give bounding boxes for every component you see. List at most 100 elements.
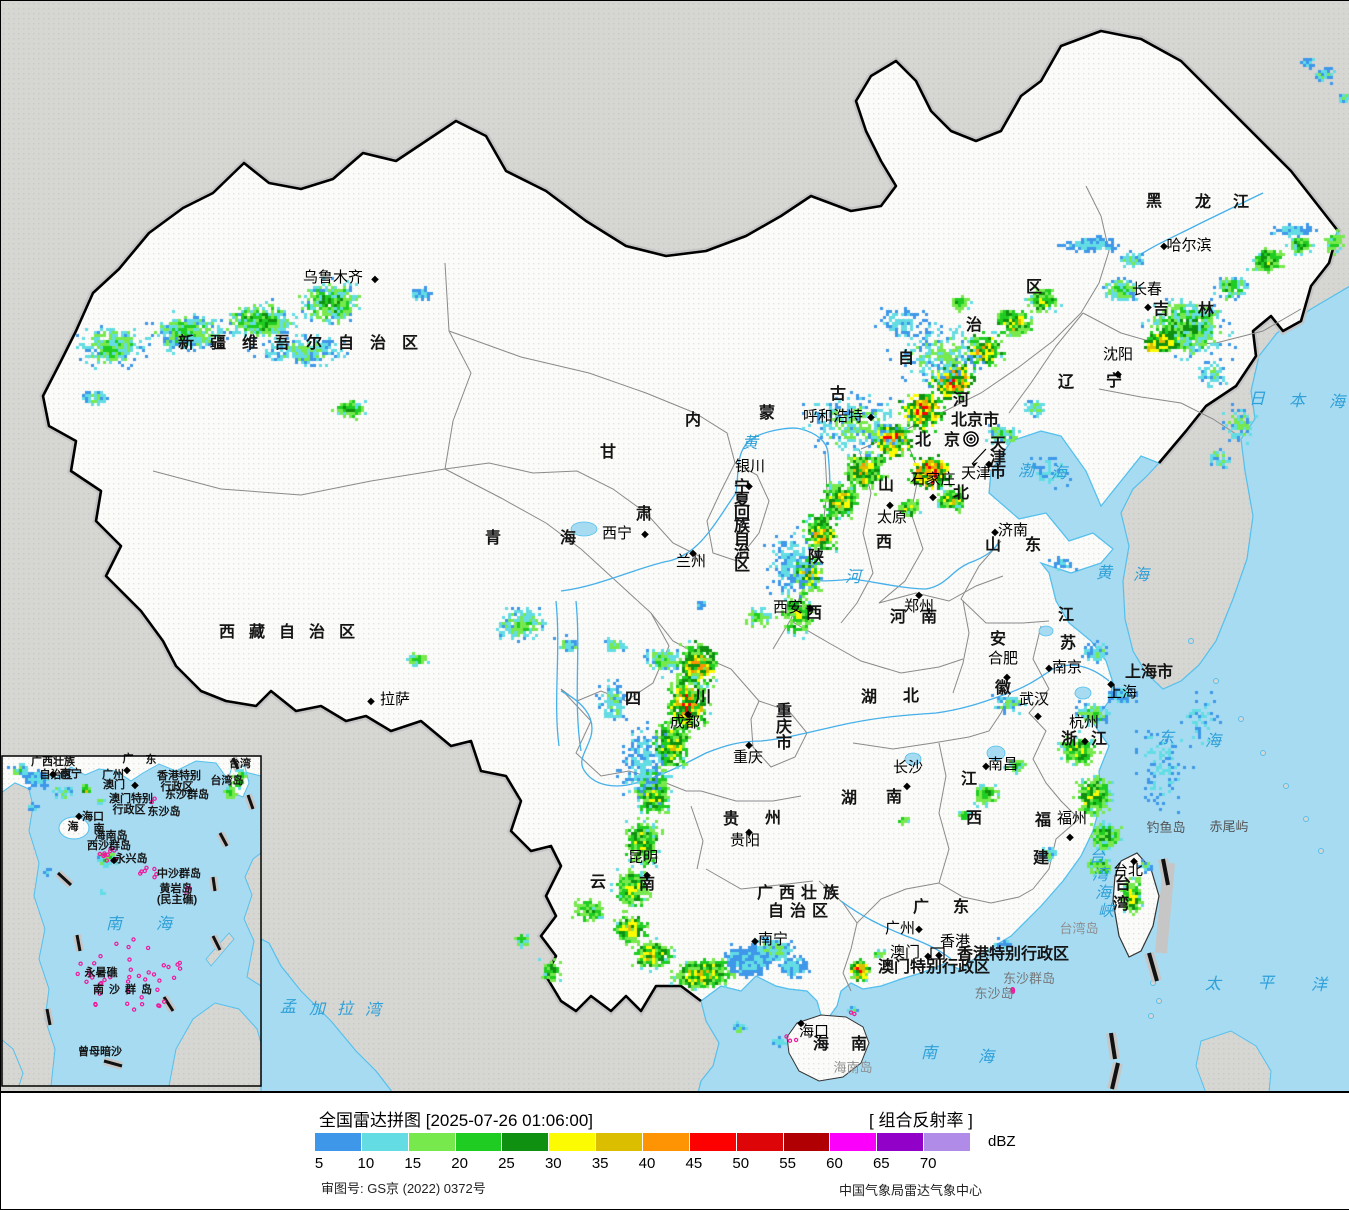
reef-mark (154, 872, 159, 877)
province-label: 自 (734, 529, 750, 548)
inset-label: 永暑礁 (84, 965, 119, 979)
city-label: 沈阳 (1103, 346, 1133, 363)
reef-mark (151, 972, 157, 977)
legend-tick-value: 65 (872, 1155, 890, 1172)
city-marker: ◆ (1003, 672, 1011, 683)
province-label: 江 (1058, 606, 1074, 624)
nine-dash-segment (75, 934, 82, 952)
city-label: 太原 (877, 509, 907, 526)
reef-mark (110, 858, 115, 863)
city-marker: ◆ (991, 527, 999, 538)
province-label: 贵 (723, 809, 739, 828)
reef-mark (177, 960, 182, 966)
city-marker: ◆ (1034, 711, 1042, 722)
city-label: 南京 (1052, 659, 1082, 676)
reef-mark (787, 1038, 793, 1043)
nine-dash-segment (56, 871, 73, 887)
province-label: 族 (734, 516, 751, 535)
province-label: 广 (913, 897, 929, 916)
sea-label: 峡 (1098, 902, 1116, 920)
inset-label: 南宁 (60, 766, 82, 780)
city-label: 呼和浩特 (803, 408, 863, 425)
reef-mark (93, 1001, 98, 1007)
inset-label: 广西壮族 (31, 754, 76, 768)
inset-label: 东沙岛 (148, 804, 181, 818)
province-label: 北 (953, 484, 969, 502)
reef-mark (131, 1007, 137, 1012)
hk-marker-box (930, 947, 945, 960)
legend-tick-value: 45 (685, 1155, 703, 1172)
province-label: 庆 (775, 717, 792, 736)
map-labels-layer: 新疆维吾尔自治区西藏自治区青 海甘肃内 蒙古自治区宁夏回族自治区山西陕西河北山 东河南… (1, 192, 1347, 1091)
province-label: 州 (764, 809, 781, 827)
city-label: 哈尔滨 (1166, 237, 1211, 254)
city-label: 郑州 (904, 598, 934, 615)
legend-tick-value: 50 (732, 1155, 750, 1172)
island-label: 台湾岛 (1059, 921, 1098, 936)
sea-label: 湾 (1092, 866, 1111, 884)
province-label: 河 (953, 390, 969, 409)
city-label: 兰州 (676, 553, 706, 570)
legend-color-cell (643, 1133, 689, 1151)
province-label: 治 (734, 542, 750, 561)
province-label: 西 (966, 809, 982, 827)
city-label: 长沙 (893, 759, 923, 776)
province-label: 夏 (733, 491, 751, 509)
inset-label: 南沙群岛 (93, 982, 157, 996)
reef-mark (152, 875, 157, 880)
inset-label: 东 (146, 752, 157, 766)
city-marker: ◆ (367, 696, 375, 707)
reef-mark (157, 978, 162, 983)
province-label: 南 (639, 874, 655, 893)
city-label: 长春 (1132, 281, 1162, 298)
sea-label: 海 (1095, 884, 1113, 902)
reef-mark (157, 1003, 162, 1009)
sea-label: 拉 (337, 1000, 355, 1018)
province-label: 湾 (1113, 894, 1129, 913)
island-label: 海南岛 (833, 1060, 872, 1075)
city-marker: ◆ (1114, 369, 1122, 380)
reef-mark (784, 1034, 789, 1039)
inset-label: 台湾 (229, 756, 251, 770)
island-label: 东沙群岛 (1003, 971, 1055, 986)
province-label: 津 (990, 449, 1006, 467)
inset-border (1, 755, 262, 1087)
city-marker: ◆ (985, 459, 993, 470)
legend-color-cell (689, 1133, 736, 1151)
province-label: 浙 (1061, 729, 1077, 748)
sea-label: 加 (309, 1000, 327, 1018)
city-marker: ◆ (982, 761, 990, 772)
reef-mark (139, 1002, 145, 1007)
reef-mark (137, 871, 143, 876)
province-label: 东 (953, 897, 969, 916)
city-label: 重庆 (733, 749, 763, 766)
island-label: 东沙岛 (974, 986, 1013, 1001)
reef-mark (131, 937, 136, 942)
sea-label: 黄 (742, 434, 760, 452)
city-marker: ◆ (641, 529, 649, 540)
reef-mark (107, 975, 113, 980)
reef-mark (127, 957, 132, 962)
legend-color-cell (408, 1133, 455, 1151)
city-label: 石家庄 (910, 470, 955, 488)
nine-dash-segment (211, 935, 222, 951)
city-marker: ◆ (1045, 663, 1053, 674)
capital-label: 北 (915, 431, 931, 449)
sea-label: 日 (1249, 391, 1266, 408)
island-label: 赤尾屿 (1209, 819, 1248, 834)
reef-mark (104, 858, 110, 863)
city-marker: ◆ (1066, 832, 1074, 843)
legend-tick-value: 60 (826, 1155, 843, 1172)
city-marker: ◆ (689, 548, 697, 559)
legend-color-cell (736, 1133, 783, 1151)
inset-label: 永兴岛 (114, 851, 148, 865)
sea-label: 台 (1089, 848, 1106, 866)
city-marker: ◆ (935, 950, 943, 961)
inset-city-marker: ◆ (110, 855, 118, 866)
city-marker: ◆ (903, 781, 911, 792)
province-label: 市 (776, 733, 792, 752)
legend-tick-value: 20 (451, 1155, 468, 1172)
reef-mark (114, 941, 119, 947)
province-label: 江 (1091, 730, 1107, 748)
inset-label: 中沙群岛 (157, 866, 201, 880)
